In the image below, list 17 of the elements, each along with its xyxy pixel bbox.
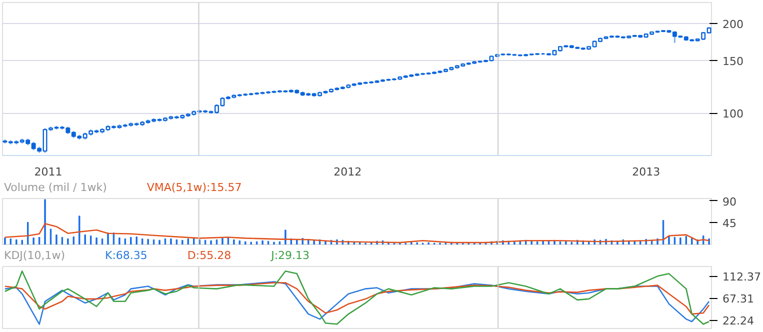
y-tick-label: 150 — [722, 55, 744, 68]
y-tick-label: 22.24 — [722, 314, 754, 328]
chart-title: KDJ(10,1w) — [4, 249, 65, 262]
text: D:55.28 — [187, 249, 232, 262]
y-tick-label: 67.31 — [722, 292, 754, 306]
y-tick-label: 200 — [722, 18, 744, 31]
x-tick-label: 2012 — [334, 166, 362, 178]
y-tick-label: 45 — [722, 217, 736, 230]
x-tick-label: 2013 — [632, 166, 660, 178]
x-tick-label: 2011 — [34, 166, 62, 178]
chart-title: Volume (mil / 1wk) — [4, 181, 107, 194]
text: VMA(5,1w):15.57 — [146, 181, 242, 194]
y-tick-label: 112.37 — [722, 270, 761, 284]
y-tick-label: 90 — [722, 196, 736, 208]
y-tick-label: 100 — [722, 108, 744, 121]
series-label: J:29.13 — [271, 249, 310, 262]
text: K:68.35 — [105, 249, 148, 262]
